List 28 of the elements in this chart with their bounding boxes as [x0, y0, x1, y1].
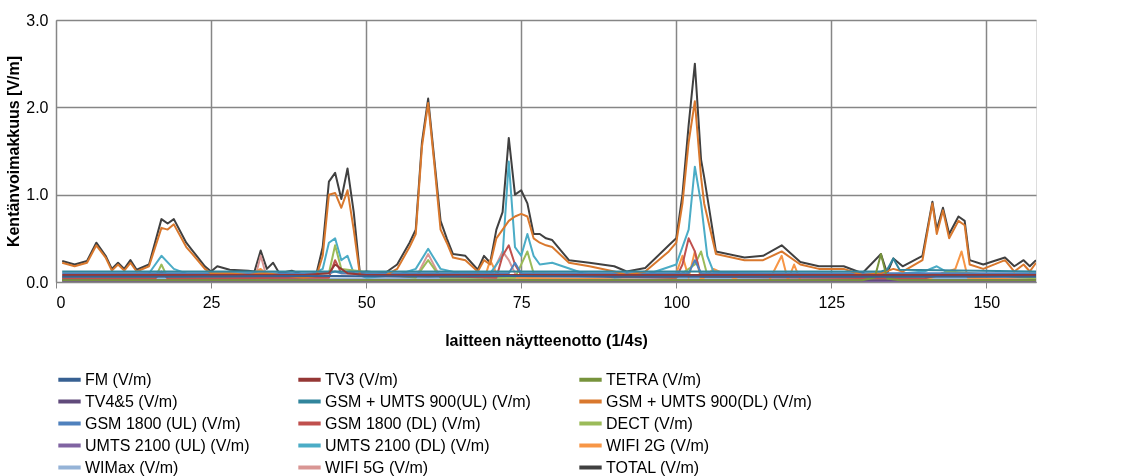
legend-label: WIFI 5G (V/m) — [325, 458, 429, 476]
legend-label: GSM + UMTS 900(UL) (V/m) — [325, 392, 531, 410]
legend-label: TOTAL (V/m) — [606, 458, 700, 476]
legend-label: FM (V/m) — [85, 370, 152, 388]
x-tick-label: 100 — [663, 293, 691, 311]
legend-label: GSM 1800 (DL) (V/m) — [325, 414, 481, 432]
legend-label: TV3 (V/m) — [325, 370, 398, 388]
y-tick-label: 1.0 — [26, 186, 49, 204]
legend-label: DECT (V/m) — [606, 414, 693, 432]
x-tick-label: 150 — [973, 293, 1001, 311]
y-tick-label: 3.0 — [26, 11, 49, 29]
legend-label: WIFI 2G (V/m) — [606, 436, 710, 454]
y-tick-label: 2.0 — [26, 98, 49, 116]
x-tick-label: 0 — [56, 293, 66, 311]
y-axis-title: Kentänvoimakkuus [V/m] — [5, 55, 23, 248]
x-tick-label: 50 — [357, 293, 376, 311]
x-tick-label: 25 — [202, 293, 221, 311]
legend-label: GSM 1800 (UL) (V/m) — [85, 414, 241, 432]
x-tick-label: 125 — [818, 293, 846, 311]
legend-label: UMTS 2100 (DL) (V/m) — [325, 436, 490, 454]
legend-label: GSM + UMTS 900(DL) (V/m) — [606, 392, 812, 410]
x-axis-title: laitteen näytteenotto (1/4s) — [445, 331, 648, 349]
y-tick-label: 0.0 — [26, 273, 49, 291]
legend-label: UMTS 2100 (UL) (V/m) — [85, 436, 250, 454]
legend-label: TV4&5 (V/m) — [85, 392, 178, 410]
x-tick-label: 75 — [512, 293, 531, 311]
legend-label: WIMax (V/m) — [85, 458, 179, 476]
legend-label: TETRA (V/m) — [606, 370, 702, 388]
